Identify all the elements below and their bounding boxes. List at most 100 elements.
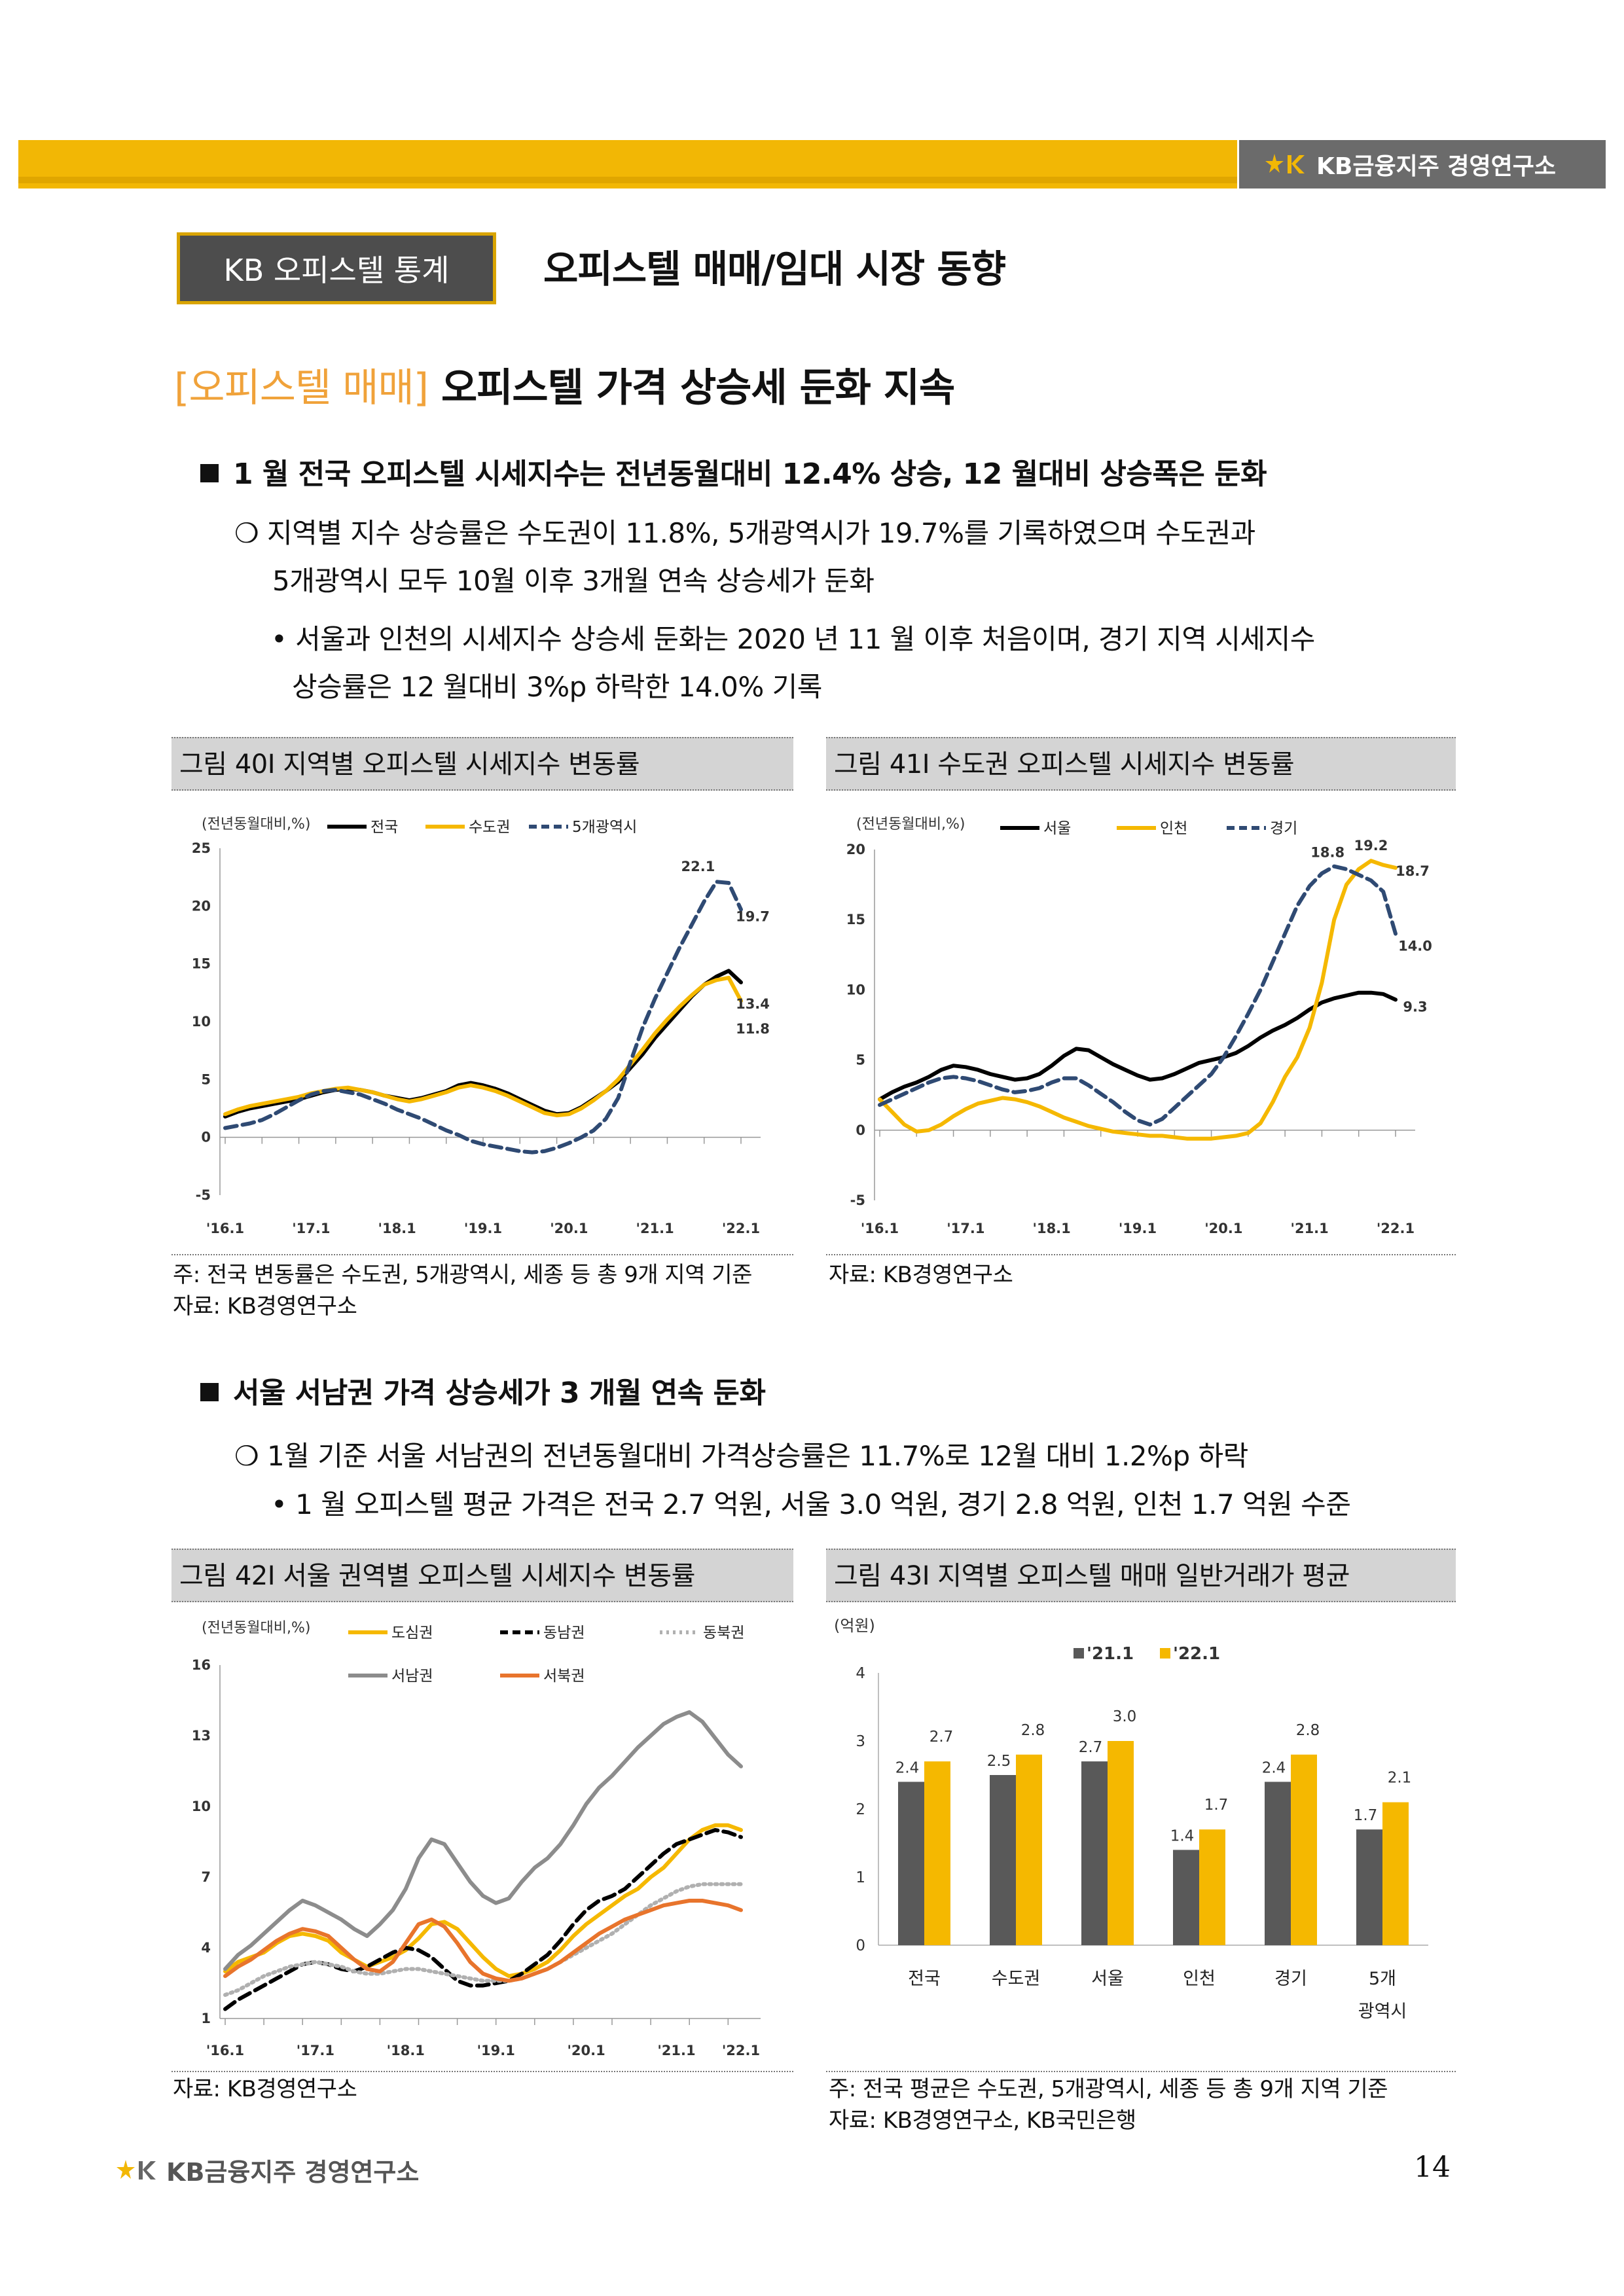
header-brand-text: KB금융지주 경영연구소 xyxy=(1316,153,1556,180)
fig43-bar xyxy=(1199,1829,1225,1945)
fig43-data-label: 1.4 xyxy=(1170,1827,1195,1844)
fig40-x-tick-label: '20.1 xyxy=(550,1221,588,1236)
fig40-legend-label: 5개광역시 xyxy=(572,819,637,836)
fig42-legend-label: 서남권 xyxy=(391,1668,433,1685)
fig43-category-label: 서울 xyxy=(1091,1969,1124,1989)
fig43-y-tick-label: 3 xyxy=(856,1733,865,1750)
footer-brand-text: KB금융지주 경영연구소 xyxy=(166,2158,420,2187)
fig41-bottom-rule xyxy=(826,1254,1456,1255)
fig43-chart: (억원) 0 1 2 3 4 '21.1 '22.1 2.4 2.7 전국 2.5 2.8 수도권 2.7 3… xyxy=(834,1617,1428,2022)
fig42-unit-label: (전년동월대비,%) xyxy=(202,1620,311,1636)
section2-para2: • 1 월 오피스텔 평균 가격은 전국 2.7 억원, 서울 3.0 억원, … xyxy=(271,1488,1351,1520)
fig40-y-tick-label: 10 xyxy=(192,1014,211,1030)
fig43-data-label: 1.7 xyxy=(1354,1807,1378,1824)
fig43-legend-label: '21.1 xyxy=(1087,1644,1134,1664)
fig43-category-label: 광역시 xyxy=(1358,2001,1407,2022)
fig41-unit-label: (전년동월대비,%) xyxy=(856,816,965,833)
fig43-bar xyxy=(1382,1802,1409,1945)
section1-para1-line1: ❍ 지역별 지수 상승률은 수도권이 11.8%, 5개광역시가 19.7%를 … xyxy=(234,517,1255,549)
fig40-y-tick-label: 5 xyxy=(201,1071,211,1087)
fig43-legend-swatch xyxy=(1160,1648,1170,1659)
fig41-y-tick-label: 20 xyxy=(846,842,865,857)
fig41-x-tick-label: '17.1 xyxy=(947,1221,984,1236)
header-bar xyxy=(18,140,1237,188)
fig41-data-label: 19.2 xyxy=(1354,838,1388,853)
fig41-series-line xyxy=(878,864,1398,1127)
fig42-note1: 자료: KB경영연구소 xyxy=(173,2076,357,2102)
fig42-x-tick-label: '17.1 xyxy=(297,2043,334,2058)
fig42-y-tick-label: 10 xyxy=(192,1799,211,1814)
fig42-y-tick-label: 7 xyxy=(201,1869,211,1885)
fig42-legend-label: 서북권 xyxy=(543,1668,585,1685)
fig40-legend-label: 전국 xyxy=(370,819,398,836)
fig41-x-tick-label: '22.1 xyxy=(1377,1221,1415,1236)
fig42-y-tick-label: 16 xyxy=(192,1657,211,1673)
fig40-data-label: 22.1 xyxy=(681,859,715,874)
fig41-legend-label: 경기 xyxy=(1270,820,1297,837)
fig42-legend-label: 동북권 xyxy=(703,1624,744,1641)
fig42-series-line xyxy=(223,1899,743,1983)
fig43-legend-swatch xyxy=(1074,1648,1084,1659)
fig43-y-tick-label: 0 xyxy=(856,1937,865,1954)
fig41-x-tick-label: '19.1 xyxy=(1119,1221,1157,1236)
fig43-note1: 주: 전국 평균은 수도권, 5개광역시, 세종 등 총 9개 지역 기준 xyxy=(829,2076,1388,2102)
section1-bracket: [오피스텔 매매] xyxy=(174,365,429,411)
fig43-bar xyxy=(924,1761,950,1945)
section1-para1-line2: 5개광역시 모두 10월 이후 3개월 연속 상승세가 둔화 xyxy=(272,565,875,597)
category-tag: KB 오피스텔 통계 xyxy=(177,232,496,304)
fig40-y-tick-label: 15 xyxy=(192,956,211,972)
fig43-data-label: 1.7 xyxy=(1204,1797,1229,1814)
fig42-x-tick-label: '19.1 xyxy=(477,2043,515,2058)
fig43-category-label: 경기 xyxy=(1274,1969,1307,1989)
fig43-bar xyxy=(1356,1829,1382,1945)
fig40-note2: 자료: KB경영연구소 xyxy=(173,1293,357,1319)
fig42-x-tick-label: '16.1 xyxy=(206,2043,244,2058)
fig43-note2: 자료: KB경영연구소, KB국민은행 xyxy=(829,2108,1136,2134)
fig41-x-tick-label: '21.1 xyxy=(1291,1221,1329,1236)
fig40-chart: (전년동월대비,%) -5 0 5 10 15 20 25 '16.1 '17.1 '18.1 '19… xyxy=(192,816,770,1236)
fig41-data-label: 18.8 xyxy=(1310,845,1344,861)
fig42-chart: (전년동월대비,%) 1 4 7 10 13 16 '16.1 '17.1 '18.1 '19.1 '… xyxy=(192,1620,761,2058)
kb-star-footer-icon xyxy=(117,2159,158,2182)
section1-para2-line1: • 서울과 인천의 시세지수 상승세 둔화는 2020 년 11 월 이후 처음… xyxy=(271,623,1315,655)
fig42-x-tick-label: '18.1 xyxy=(387,2043,425,2058)
fig40-series-line xyxy=(223,880,743,1155)
fig40-x-tick-label: '16.1 xyxy=(206,1221,244,1236)
fig43-bar xyxy=(1016,1754,1042,1945)
kb-star-logo-icon xyxy=(1265,152,1307,176)
page-number: 14 xyxy=(1414,2151,1451,2184)
fig43-data-label: 3.0 xyxy=(1113,1708,1137,1725)
fig41-data-label: 18.7 xyxy=(1396,863,1430,879)
fig42-bottom-rule xyxy=(171,2071,793,2072)
fig43-y-tick-label: 1 xyxy=(856,1869,865,1886)
fig43-category-label: 전국 xyxy=(908,1969,941,1989)
fig40-series-line xyxy=(223,975,743,1118)
header-brand: KB금융지주 경영연구소 xyxy=(1239,140,1606,188)
fig43-bar xyxy=(1108,1741,1134,1945)
fig40-x-tick-label: '22.1 xyxy=(722,1221,760,1236)
fig43-bar xyxy=(898,1782,924,1945)
fig43-category-label: 5개 xyxy=(1369,1969,1396,1989)
fig41-x-tick-label: '18.1 xyxy=(1033,1221,1071,1236)
fig43-data-label: 2.7 xyxy=(929,1729,954,1746)
fig41-note1: 자료: KB경영연구소 xyxy=(829,1262,1013,1288)
fig43-bar xyxy=(990,1775,1016,1945)
fig40-bottom-rule xyxy=(171,1254,793,1255)
footer-brand: KB금융지주 경영연구소 xyxy=(117,2152,419,2188)
fig42-y-tick-label: 13 xyxy=(192,1728,211,1744)
fig42-y-tick-label: 1 xyxy=(201,2011,211,2026)
fig42-y-tick-label: 4 xyxy=(201,1940,211,1956)
section1-bullet: 1 월 전국 오피스텔 시세지수는 전년동월대비 12.4% 상승, 12 월대… xyxy=(200,450,1267,492)
fig40-x-tick-label: '19.1 xyxy=(464,1221,502,1236)
fig43-bar xyxy=(1265,1782,1291,1945)
fig41-x-tick-label: '16.1 xyxy=(861,1221,899,1236)
section2-bullet: 서울 서남권 가격 상승세가 3 개월 연속 둔화 xyxy=(200,1369,766,1411)
fig40-note1: 주: 전국 변동률은 수도권, 5개광역시, 세종 등 총 9개 지역 기준 xyxy=(173,1262,752,1288)
category-tag-text: KB 오피스텔 통계 xyxy=(223,253,450,288)
fig43-title: 그림 43I 지역별 오피스텔 매매 일반거래가 평균 xyxy=(826,1549,1456,1602)
fig42-series-line xyxy=(223,1823,743,1979)
fig40-y-tick-label: 20 xyxy=(192,898,211,914)
fig42-legend-label: 동남권 xyxy=(543,1624,585,1641)
fig40-y-tick-label: 0 xyxy=(201,1130,211,1145)
fig40-data-label: 11.8 xyxy=(736,1021,770,1037)
